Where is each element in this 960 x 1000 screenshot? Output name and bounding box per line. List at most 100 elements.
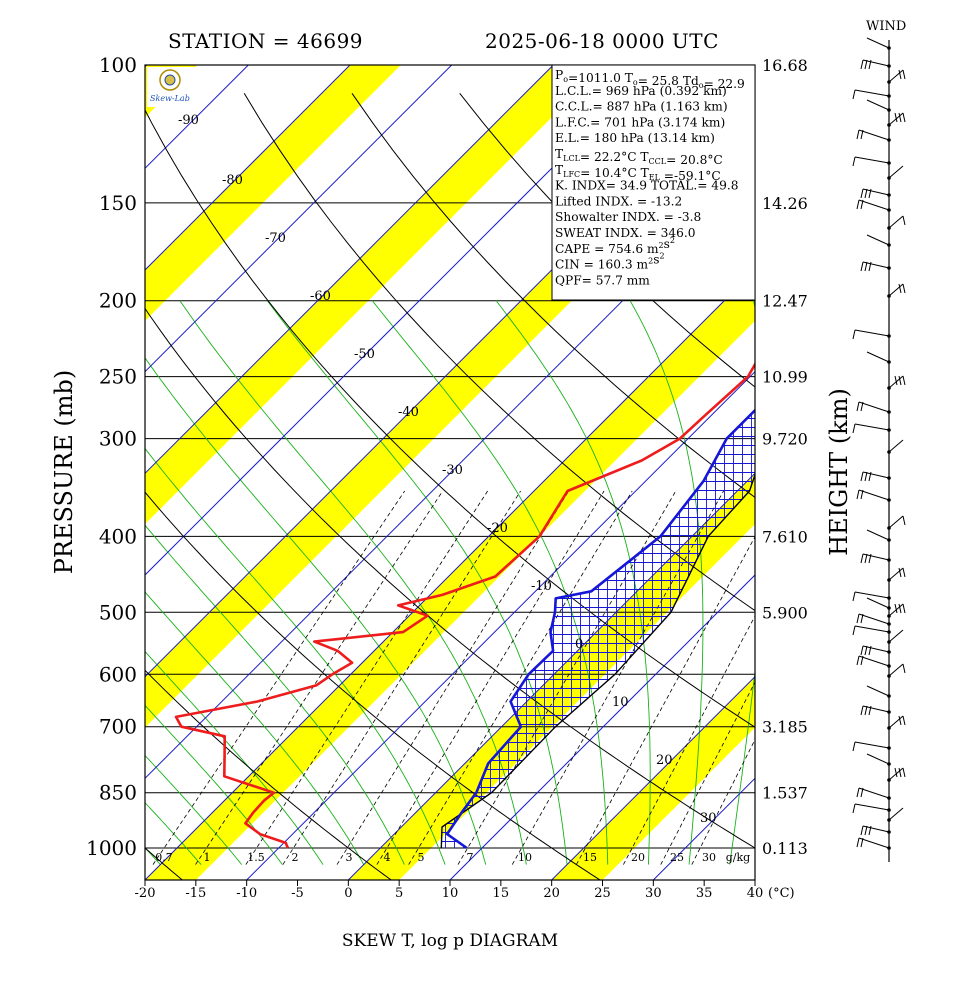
wind-barb-feather <box>902 375 906 386</box>
wind-barb-feather <box>898 715 902 726</box>
mixing-ratio-line <box>195 490 444 865</box>
info-line: L.C.L.= 969 hPa (0.392 km) <box>555 84 727 98</box>
wind-barb-feather <box>902 69 906 80</box>
wind-barb-feather <box>868 59 872 70</box>
mixing-ratio-label: 30 <box>702 851 716 864</box>
wind-barb-feather <box>868 471 872 482</box>
x-tick-label: -5 <box>291 886 304 901</box>
wind-barb <box>854 591 890 599</box>
wind-barb <box>888 515 904 529</box>
wind-barb-feather <box>852 423 856 434</box>
wind-barb <box>888 69 904 83</box>
wind-barb <box>862 59 890 67</box>
moist-adiabat <box>145 591 365 865</box>
wind-barb-feather <box>902 715 906 726</box>
wind-barb <box>854 741 890 749</box>
x-tick-label: 0 <box>344 886 352 901</box>
info-line: K. INDX= 34.9 TOTAL.= 49.8 <box>555 179 738 193</box>
isotherm-label: -50 <box>354 347 375 362</box>
x-tick-label: -10 <box>236 886 257 901</box>
isotherm-line <box>347 472 755 880</box>
x-tick-label: -20 <box>135 886 156 901</box>
info-line: QPF= 57.7 mm <box>555 273 650 287</box>
info-line: Po=1011.0 To= 25.8 Tdo= 22.9 <box>555 68 745 91</box>
station-label: STATION = 46699 <box>168 29 363 53</box>
moist-adiabat <box>495 300 651 865</box>
wind-barb <box>858 837 890 849</box>
wind-barb <box>854 329 890 337</box>
moist-adiabat <box>629 300 704 865</box>
datetime-label: 2025-06-18 0000 UTC <box>485 29 719 53</box>
wind-barbs <box>852 37 906 862</box>
pressure-label: 700 <box>99 715 137 739</box>
mixing-ratio-line <box>282 490 521 865</box>
dry-adiabats <box>145 92 960 880</box>
wind-barb <box>854 423 890 431</box>
wind-barb <box>866 529 890 541</box>
mixing-ratio-labels: 0.7 1 1.5 2 3 4 5 7 10 15 20 25 30 g/kg <box>155 851 750 864</box>
isotherm-label: 20 <box>656 753 673 768</box>
wind-barb-feather <box>860 837 864 848</box>
y2-axis-title: HEIGHT (km) <box>825 388 853 556</box>
wind-barb <box>858 655 890 667</box>
wind-barb-feather <box>852 803 856 814</box>
wind-barb-feather <box>852 156 856 167</box>
isotherm-label: -70 <box>265 231 286 246</box>
dry-adiabat <box>145 669 392 880</box>
stability-info-box: Po=1011.0 To= 25.8 Tdo= 22.9L.C.L.= 969 … <box>551 64 756 301</box>
wind-barb-feather <box>860 655 864 666</box>
mixing-ratio-label: 1.5 <box>247 851 265 864</box>
isotherm-label: -90 <box>178 113 199 128</box>
wind-barb-feather <box>860 188 864 199</box>
wind-barb-feather <box>852 89 856 100</box>
logo-text: Skew-Lab <box>150 94 190 103</box>
wind-barb <box>862 825 890 833</box>
wind-barb-feather <box>852 329 856 340</box>
wind-barb <box>888 567 904 581</box>
info-line: E.L.= 180 hPa (13.14 km) <box>555 131 715 145</box>
moist-adiabat <box>145 447 446 865</box>
wind-barb <box>854 803 890 811</box>
temperature-profile <box>174 361 755 849</box>
wind-barb <box>866 597 890 609</box>
dry-adiabat <box>783 93 960 880</box>
x-tick-label: 15 <box>493 886 510 901</box>
wind-barb-feather <box>864 645 868 656</box>
wind-barb <box>854 156 890 164</box>
mixing-ratio-label: g/kg <box>726 851 750 864</box>
dry-adiabat <box>351 93 755 499</box>
info-line: L.F.C.= 701 hPa (3.174 km) <box>555 115 725 129</box>
wind-barb <box>854 89 890 97</box>
wind-barb <box>866 99 890 111</box>
isotherm-label: 0 <box>575 637 583 652</box>
pressure-label: 500 <box>99 600 137 624</box>
isotherm-labels: -90 -80 -70 -60 -50 -40 -30 -20 -10 0 10 20 30 <box>178 113 717 826</box>
x-unit-label: (°C) <box>768 886 795 901</box>
moist-adiabat <box>179 300 527 865</box>
stripe-band <box>145 65 605 525</box>
wind-barb-feather <box>864 705 868 716</box>
logo: Skew-Lab <box>147 67 195 107</box>
stripe-band <box>755 65 960 880</box>
height-label: 7.610 <box>762 527 808 546</box>
wind-barb-feather <box>898 567 902 578</box>
wind-barb-feather <box>860 261 864 272</box>
wind-barb <box>854 625 890 633</box>
mixing-ratio-label: 7 <box>467 851 474 864</box>
height-label: 10.99 <box>762 368 808 387</box>
info-line: Showalter INDX. = -3.8 <box>555 210 701 224</box>
wind-barb <box>888 715 904 729</box>
wind-barb <box>858 401 890 413</box>
mixing-ratio-label: 1 <box>204 851 211 864</box>
pressure-label: 200 <box>99 289 137 313</box>
info-line: SWEAT INDX. = 346.0 <box>555 226 696 240</box>
pressure-label: 250 <box>99 365 137 389</box>
wind-barb-feather <box>868 645 872 656</box>
wind-barb <box>888 283 904 297</box>
wind-barb <box>888 663 904 677</box>
wind-barb <box>862 645 890 653</box>
wind-barb <box>858 489 890 501</box>
isotherm-line <box>246 370 755 880</box>
wind-barb-feather <box>856 199 860 210</box>
